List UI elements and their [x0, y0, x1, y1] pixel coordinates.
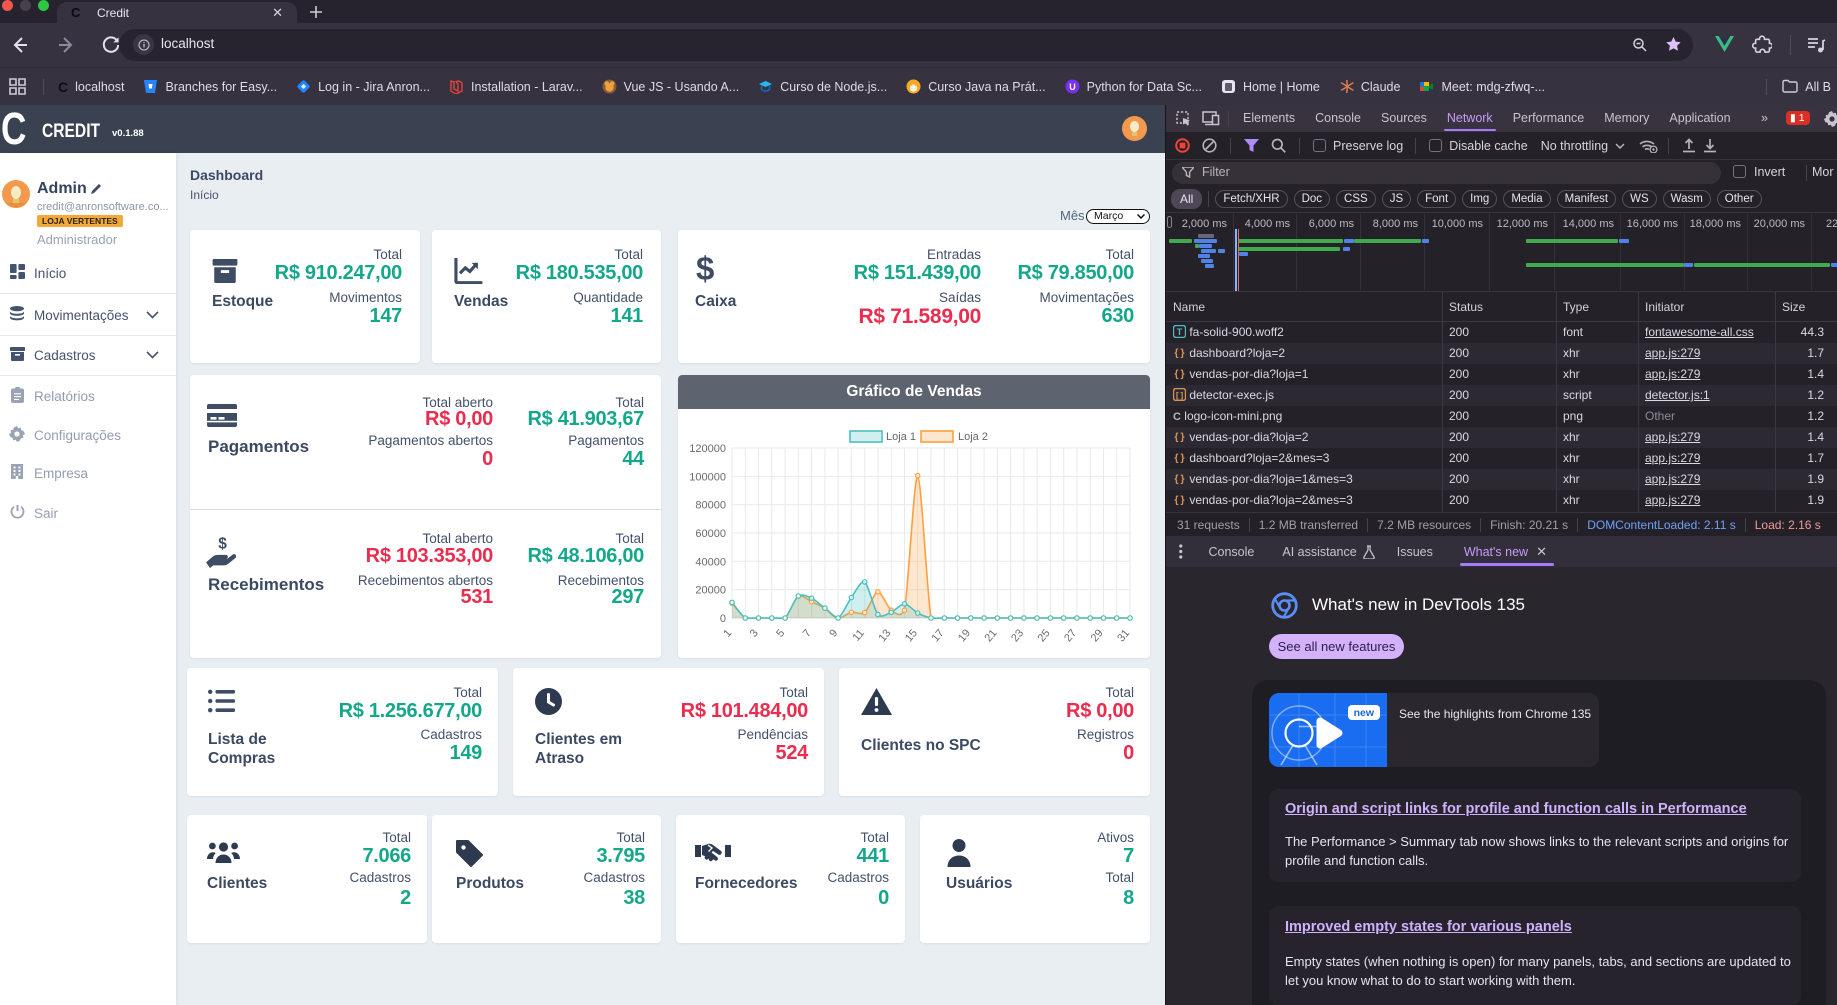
svg-text:$: $ — [218, 536, 227, 552]
svg-text:13: 13 — [876, 627, 893, 644]
svg-text:{ }: { } — [1174, 473, 1184, 485]
svg-text:25: 25 — [1036, 627, 1053, 644]
svg-text:21: 21 — [983, 627, 1000, 644]
svg-text:23: 23 — [1009, 627, 1026, 644]
svg-text:120000: 120000 — [689, 443, 726, 455]
svg-text:80000: 80000 — [695, 500, 726, 512]
svg-text:{ }: { } — [1174, 368, 1184, 380]
svg-text:27: 27 — [1062, 627, 1079, 644]
svg-text:0: 0 — [720, 613, 726, 625]
svg-text:5: 5 — [774, 627, 787, 639]
svg-text:31: 31 — [1115, 627, 1132, 644]
svg-text:11: 11 — [850, 627, 867, 643]
svg-text:T: T — [1177, 327, 1183, 337]
svg-text:60000: 60000 — [695, 528, 726, 540]
svg-text:17: 17 — [930, 627, 947, 644]
svg-text:19: 19 — [956, 627, 973, 644]
svg-text:40000: 40000 — [695, 556, 726, 568]
svg-text:U: U — [1069, 82, 1076, 92]
svg-text:Loja 1: Loja 1 — [886, 431, 916, 443]
svg-text:{ }: { } — [1174, 452, 1184, 464]
svg-text:{ }: { } — [1174, 347, 1184, 359]
svg-text:Loja 2: Loja 2 — [958, 431, 988, 443]
svg-text:3: 3 — [748, 627, 761, 639]
svg-text:20000: 20000 — [695, 585, 726, 597]
svg-text:{ }: { } — [1174, 494, 1184, 506]
svg-text:7: 7 — [801, 627, 814, 639]
svg-text:[ ]: [ ] — [1176, 390, 1184, 400]
svg-text:100000: 100000 — [689, 471, 726, 483]
svg-text:9: 9 — [827, 627, 840, 639]
svg-text:29: 29 — [1089, 627, 1106, 644]
svg-text:{ }: { } — [1174, 431, 1184, 443]
svg-text:15: 15 — [903, 627, 920, 644]
svg-text:1: 1 — [721, 627, 734, 639]
